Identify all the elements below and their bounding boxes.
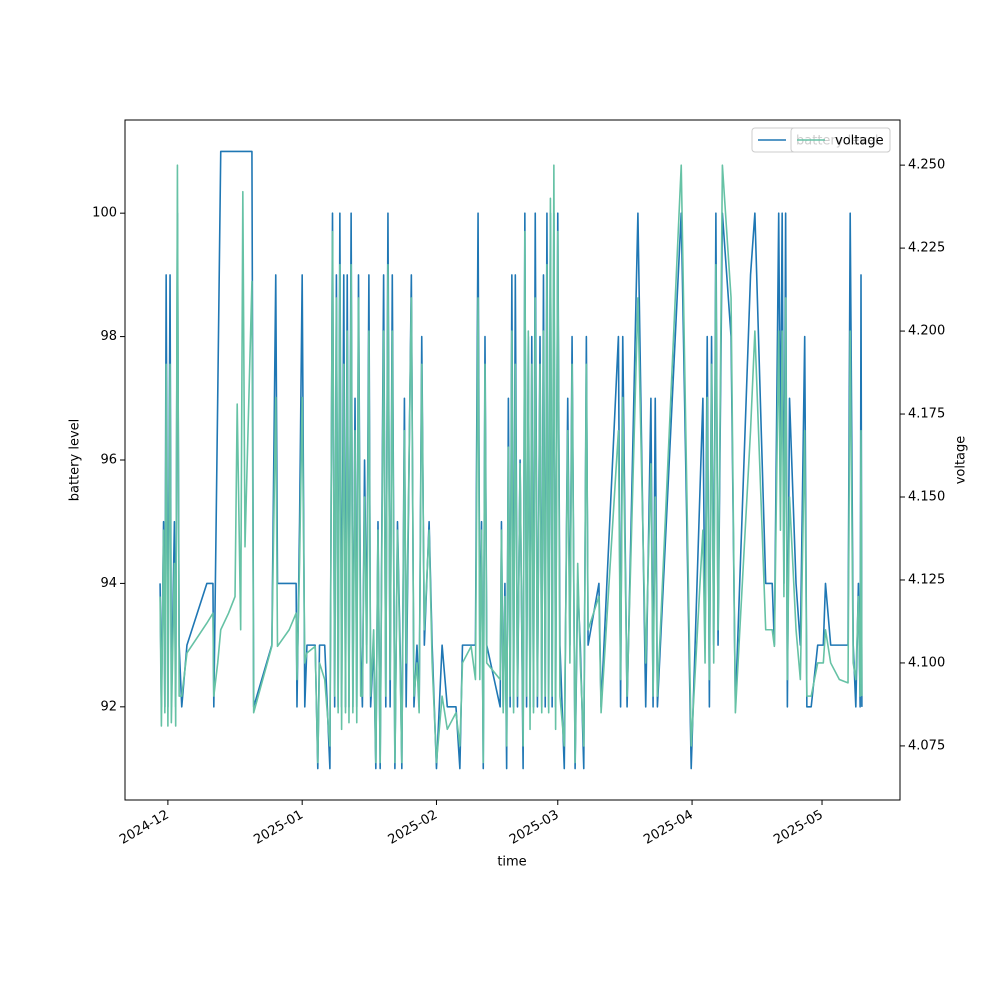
y-tick-label: 100 bbox=[92, 206, 117, 221]
x-tick-label: 2025-01 bbox=[251, 808, 306, 848]
y2-tick-label: 4.075 bbox=[908, 738, 945, 753]
y2-tick-label: 4.200 bbox=[908, 324, 945, 339]
y2-tick-label: 4.100 bbox=[908, 655, 945, 670]
y2-tick-label: 4.150 bbox=[908, 490, 945, 505]
x-tick-label: 2025-02 bbox=[386, 808, 441, 848]
y-tick-label: 94 bbox=[100, 576, 117, 591]
x-tick-label: 2025-03 bbox=[507, 808, 562, 848]
y2-tick-label: 4.175 bbox=[908, 407, 945, 422]
y-tick-label: 96 bbox=[100, 453, 117, 468]
plot-frame bbox=[124, 119, 901, 801]
x-tick-label: 2024-12 bbox=[117, 808, 172, 848]
y2-tick-label: 4.125 bbox=[908, 572, 945, 587]
x-tick-label: 2025-05 bbox=[771, 808, 826, 848]
y-tick-label: 92 bbox=[100, 699, 117, 714]
y-axis-label: battery level bbox=[68, 419, 83, 502]
series-line bbox=[159, 164, 863, 764]
x-tick-label: 2025-04 bbox=[641, 808, 696, 848]
y2-tick-label: 4.225 bbox=[908, 241, 945, 256]
y-tick-label: 98 bbox=[100, 329, 117, 344]
legend-label: voltage bbox=[835, 134, 884, 149]
x-axis-label: time bbox=[497, 855, 526, 870]
legend-box bbox=[790, 127, 891, 153]
y2-axis-label: voltage bbox=[954, 436, 969, 485]
y2-tick-label: 4.250 bbox=[908, 158, 945, 173]
